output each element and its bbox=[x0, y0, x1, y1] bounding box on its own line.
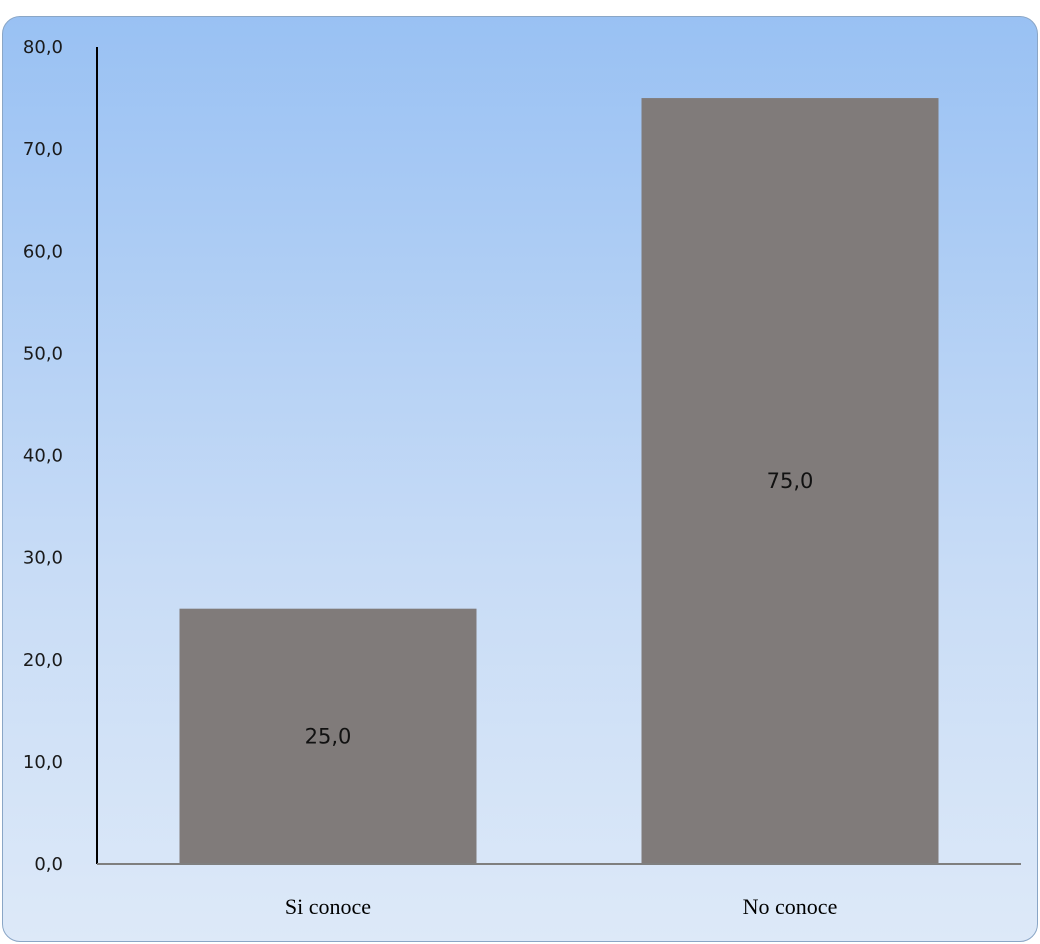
chart-frame: 0,0 10,0 20,0 30,0 40,0 50,0 60,0 70,0 80,0 25,0… bbox=[2, 16, 1038, 942]
x-category-label: Si conoce bbox=[285, 894, 371, 919]
x-category-label: No conoce bbox=[743, 894, 838, 919]
bar-value-label: 25,0 bbox=[305, 724, 352, 748]
bar-value-label: 75,0 bbox=[767, 469, 814, 493]
bar-chart: 0,0 10,0 20,0 30,0 40,0 50,0 60,0 70,0 80,0 25,0… bbox=[23, 37, 1021, 919]
y-tick-label: 30,0 bbox=[23, 548, 63, 569]
bar-no-conoce bbox=[641, 98, 939, 864]
bars bbox=[179, 98, 939, 864]
x-axis-labels: Si conoce No conoce bbox=[285, 894, 837, 919]
y-tick-label: 10,0 bbox=[23, 752, 63, 773]
y-tick-label: 80,0 bbox=[23, 37, 63, 58]
data-labels: 25,0 75,0 bbox=[305, 469, 814, 748]
y-tick-label: 40,0 bbox=[23, 446, 63, 467]
y-axis-ticks: 0,0 10,0 20,0 30,0 40,0 50,0 60,0 70,0 80,0 bbox=[23, 37, 63, 875]
y-tick-label: 50,0 bbox=[23, 343, 63, 364]
y-tick-label: 20,0 bbox=[23, 650, 63, 671]
y-tick-label: 0,0 bbox=[34, 854, 63, 875]
bar-si-conoce bbox=[179, 608, 477, 864]
y-tick-label: 70,0 bbox=[23, 139, 63, 160]
y-tick-label: 60,0 bbox=[23, 241, 63, 262]
